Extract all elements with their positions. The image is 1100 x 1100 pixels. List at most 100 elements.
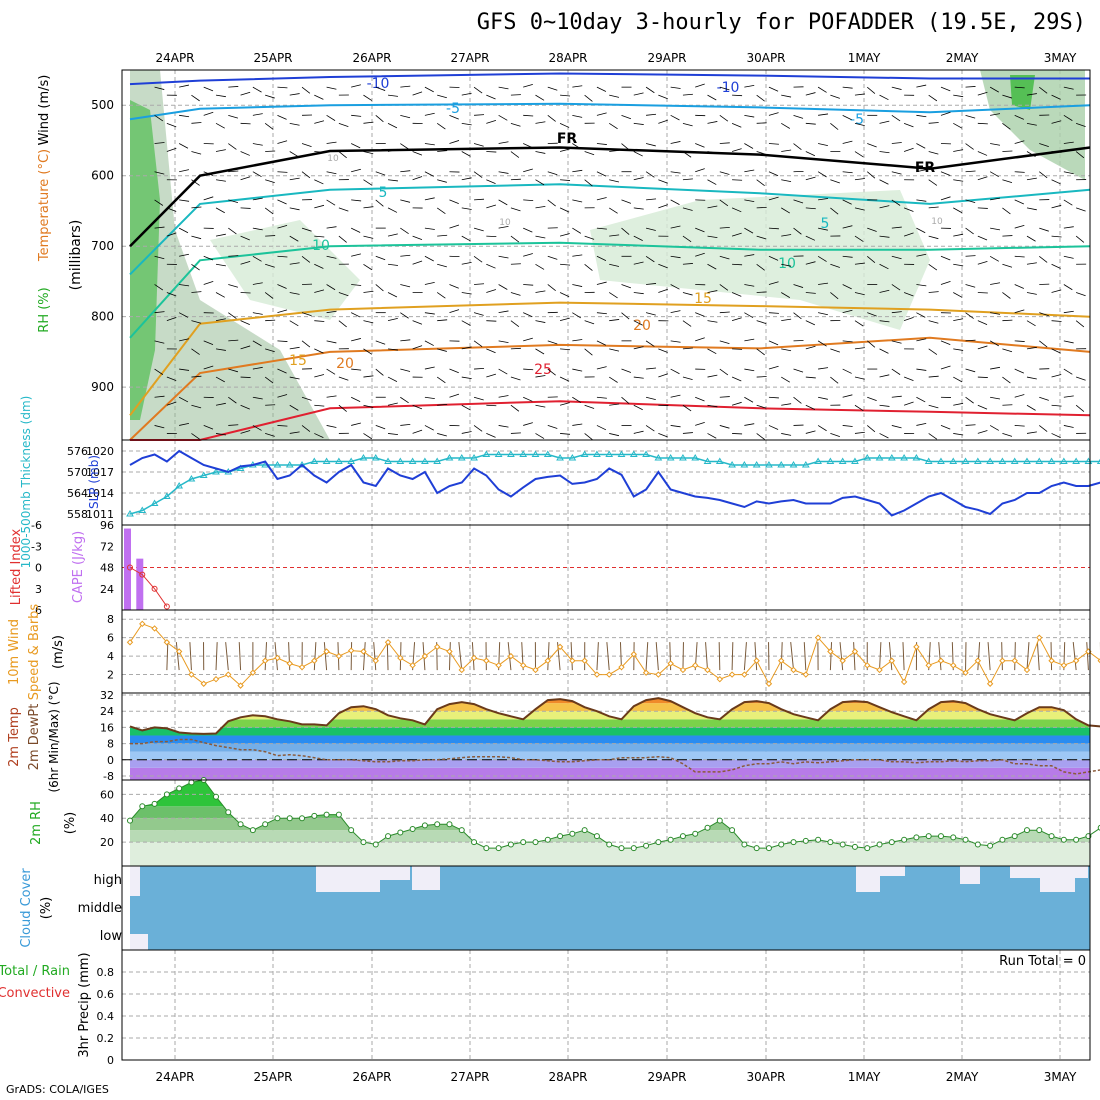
wind-barb xyxy=(240,235,250,241)
wind-barb xyxy=(867,227,877,232)
thickness-marker xyxy=(371,454,380,461)
wind-barb xyxy=(608,376,618,383)
wind-barb xyxy=(707,179,717,185)
wind-barb xyxy=(744,199,755,203)
thickness-marker xyxy=(863,454,872,461)
wind-barb xyxy=(744,254,755,257)
wind-barb xyxy=(719,115,729,122)
wind-barb xyxy=(240,404,250,410)
wind-speed-marker xyxy=(778,657,785,664)
wind-barb xyxy=(498,310,509,314)
wind-barb xyxy=(277,340,288,342)
wind-barb xyxy=(829,642,833,671)
wind-barb xyxy=(461,292,472,295)
wind-barb xyxy=(646,113,657,116)
wind-barb xyxy=(203,171,214,176)
thickness-marker xyxy=(691,454,700,461)
wind-barb xyxy=(277,140,288,144)
wind-barb xyxy=(867,143,877,148)
wind-barb xyxy=(707,433,717,439)
wind-barb xyxy=(621,227,630,235)
wind-speed-marker xyxy=(667,660,674,667)
wind-barb xyxy=(682,207,693,211)
y-tick-label: 0 xyxy=(107,754,114,767)
wind-barb xyxy=(596,340,607,346)
rh-marker xyxy=(188,779,195,786)
wind-barb xyxy=(166,232,177,237)
wind-barb xyxy=(535,235,546,239)
wind-barb xyxy=(695,227,705,233)
wind-barb xyxy=(523,143,533,148)
wind-barb xyxy=(879,404,890,407)
date-label-bottom: 26APR xyxy=(352,1070,391,1084)
wind-barb xyxy=(326,171,337,175)
wind-barb xyxy=(731,317,742,322)
thickness-marker xyxy=(973,457,982,464)
rh-marker xyxy=(139,803,146,810)
wind-barb xyxy=(1051,204,1062,209)
wind-barb xyxy=(732,263,743,266)
wind-barb xyxy=(387,122,398,129)
wind-barb xyxy=(940,86,951,92)
temperature-band xyxy=(130,703,1090,712)
wind-barb xyxy=(940,365,951,370)
wind-barb xyxy=(498,86,509,90)
wind-barb xyxy=(386,642,389,671)
date-label-top: 29APR xyxy=(647,51,686,65)
thickness-marker xyxy=(629,450,638,457)
thickness-marker xyxy=(507,450,515,457)
wind-barb xyxy=(646,367,657,370)
wind-barb xyxy=(756,263,765,271)
y-tick-label: 0 xyxy=(35,562,42,575)
wind-barb xyxy=(1039,255,1048,263)
wind-barb xyxy=(928,348,938,355)
wind-barb xyxy=(584,179,593,187)
wind-barb xyxy=(326,226,337,229)
wind-barb xyxy=(351,284,362,286)
wind-barb xyxy=(940,196,951,201)
wind-barb xyxy=(1063,114,1073,121)
wind-barb xyxy=(338,376,349,381)
wind-barb xyxy=(928,291,939,293)
wind-speed-marker xyxy=(606,671,613,678)
wind-barb xyxy=(240,320,250,325)
wind-barb xyxy=(424,143,435,146)
wind-speed-marker xyxy=(1072,657,1080,664)
wind-barb xyxy=(314,433,324,439)
wind-barb xyxy=(326,368,336,375)
wind-barb xyxy=(805,404,816,410)
wind-barb xyxy=(670,114,680,121)
wind-barb xyxy=(891,425,902,429)
wind-barb xyxy=(682,292,693,296)
wind-barb xyxy=(412,320,423,325)
wind-barb xyxy=(891,284,901,291)
temperature-line xyxy=(129,697,1100,735)
wind-barb xyxy=(547,642,550,671)
wind-barb xyxy=(179,114,190,118)
wind-barb xyxy=(363,94,373,101)
wind-speed-marker xyxy=(888,657,896,664)
wind-barb xyxy=(252,143,263,146)
wind-speed-marker xyxy=(212,675,220,683)
y-tick-label: 900 xyxy=(91,380,114,394)
wind-barb xyxy=(412,235,423,241)
wind-barb xyxy=(645,425,655,432)
wind-barb xyxy=(277,199,287,205)
wind-barb xyxy=(805,320,816,326)
wind-barb xyxy=(560,179,571,181)
wind-barb xyxy=(458,642,463,671)
wind-barb xyxy=(486,94,496,100)
wind-barb xyxy=(744,143,754,149)
wind-barb xyxy=(498,114,508,121)
thickness-marker xyxy=(949,457,958,464)
wind-barb xyxy=(780,642,783,671)
wind-barb xyxy=(289,235,299,242)
wind-barb xyxy=(400,339,411,342)
wind-barb xyxy=(891,311,902,314)
wind-barb xyxy=(719,199,729,207)
wind-barb xyxy=(1001,642,1003,671)
wind-barb xyxy=(940,255,951,261)
wind-barb xyxy=(350,227,361,233)
run-total-label: Run Total = 0 xyxy=(999,954,1086,969)
wind-barb xyxy=(277,224,288,229)
